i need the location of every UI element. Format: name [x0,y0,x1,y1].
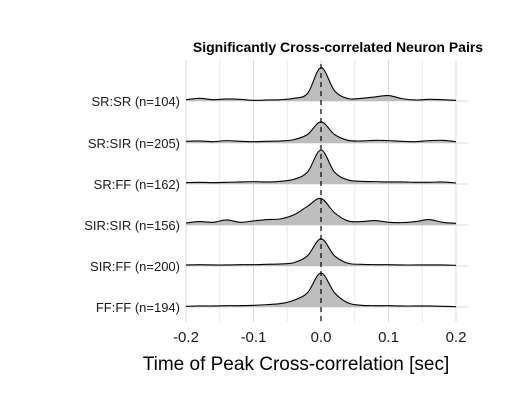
series-label-1: SR:SIR (n=205) [88,136,180,151]
series-labels: SR:SR (n=104) SR:SIR (n=205) SR:FF (n=162)… [84,94,180,315]
series-label-0: SR:SR (n=104) [91,94,180,109]
x-tick-labels: -0.2 -0.1 0.0 0.1 0.2 [173,329,466,346]
series-label-2: SR:FF (n=162) [94,177,180,192]
x-tick-label-4: 0.2 [446,329,467,346]
series-label-3: SIR:SIR (n=156) [84,218,180,233]
ridge-area-4 [186,238,456,266]
x-tick-label-3: 0.1 [378,329,399,346]
chart-title: Significantly Cross-correlated Neuron Pa… [193,39,483,55]
x-tick-label-2: 0.0 [311,329,332,346]
ridge-area-1 [186,121,456,143]
x-axis-title: Time of Peak Cross-correlation [sec] [143,354,450,375]
ridge-series-4 [185,238,457,266]
ridge-outline-3 [185,197,457,224]
series-label-5: FF:FF (n=194) [96,300,180,315]
x-tick-label-1: -0.1 [241,329,267,346]
series-label-4: SIR:FF (n=200) [90,259,180,274]
x-tick-label-0: -0.2 [173,329,199,346]
